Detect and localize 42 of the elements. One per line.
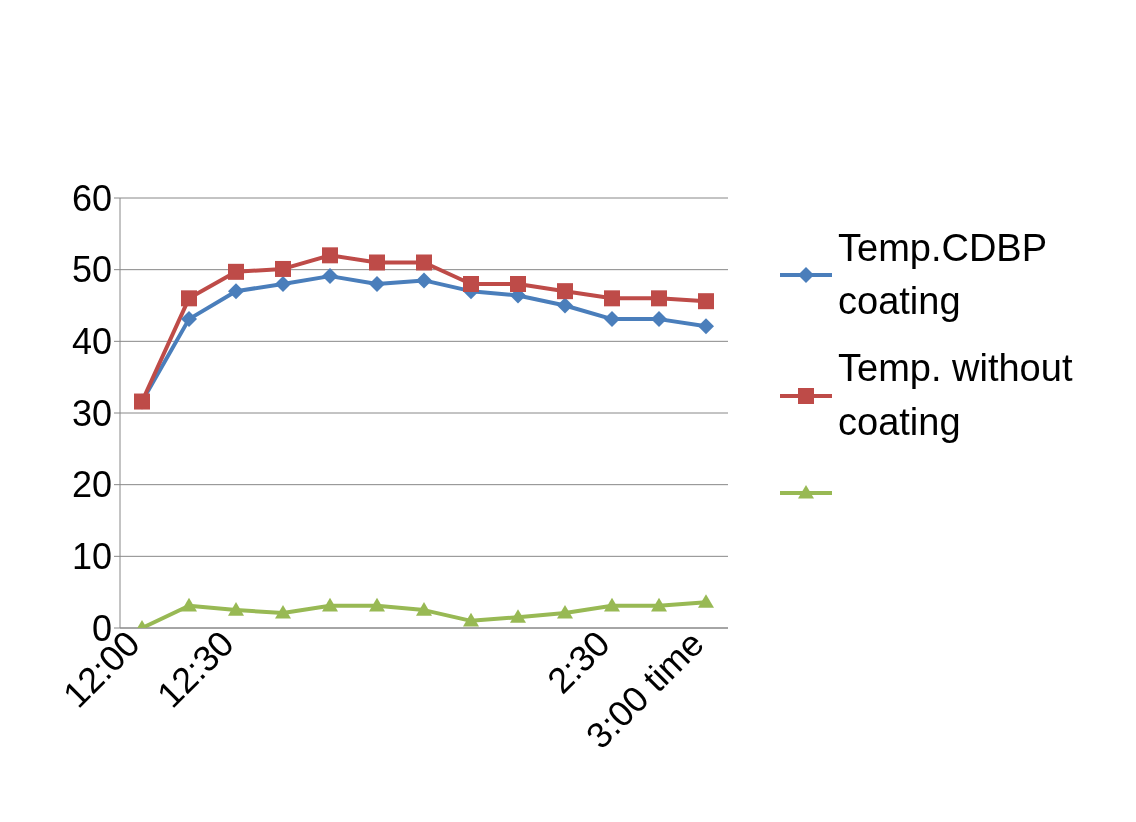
point [181, 311, 197, 328]
point [275, 276, 291, 292]
point [275, 604, 291, 619]
point [698, 318, 714, 335]
point [651, 597, 667, 612]
point [322, 268, 338, 285]
point [557, 297, 573, 314]
point [228, 283, 244, 300]
point [651, 311, 667, 328]
point [510, 276, 526, 292]
y-tick-label: 10 [71, 536, 112, 578]
point [604, 311, 620, 328]
y-tick-label: 30 [71, 392, 112, 434]
point [369, 254, 385, 271]
point [604, 290, 620, 307]
point [604, 597, 620, 612]
point [228, 263, 244, 280]
y-tick-label: 60 [71, 177, 112, 219]
point [463, 612, 479, 627]
point [698, 293, 714, 310]
point [181, 290, 197, 307]
point [369, 276, 385, 292]
point [228, 602, 244, 616]
point [275, 260, 291, 277]
point [698, 594, 714, 608]
point [181, 597, 197, 612]
point [651, 290, 667, 307]
point [416, 602, 432, 616]
point [322, 247, 338, 264]
point [510, 609, 526, 623]
point [557, 283, 573, 300]
point [557, 604, 573, 619]
point [463, 276, 479, 292]
y-tick-label: 40 [71, 321, 112, 363]
legend-label: Temp. without coating [838, 346, 1074, 445]
point [416, 254, 432, 271]
point [416, 272, 432, 289]
y-tick-label: 20 [71, 464, 112, 506]
y-tick-label: 50 [71, 249, 112, 291]
point [369, 597, 385, 612]
point [322, 597, 338, 612]
legend-label: Temp.CDBP coating [838, 226, 1048, 325]
